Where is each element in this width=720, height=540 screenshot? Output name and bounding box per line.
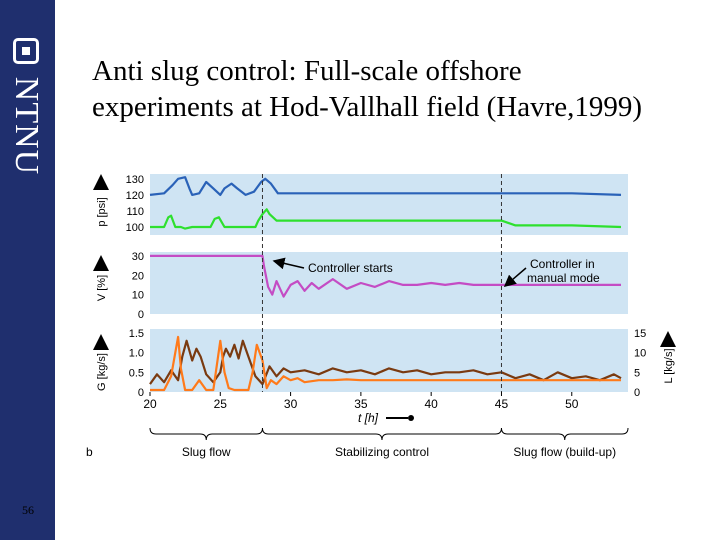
y-tick-pressure-0: 130 [126,174,144,186]
y-tick-right-flows-0: 15 [634,328,646,340]
title-line-2: experiments at Hod-Vallhall field (Havre… [92,91,643,123]
x-tick-6: 50 [565,397,579,411]
ntnu-logo-icon [13,38,39,64]
annotation-controller-starts-arrow-icon [272,257,305,270]
annotation-manual-mode-line1: Controller in [530,257,595,271]
series-valve-0 [150,254,621,298]
x-tick-5: 45 [495,397,509,411]
series-pressure-0 [149,176,622,196]
y-tick-valve-3: 0 [138,309,144,321]
y-tick-pressure-3: 100 [126,222,144,234]
phase-label-1: Stabilizing control [335,445,429,459]
y-tick-pressure-2: 110 [126,206,144,218]
y-tick-pressure-1: 120 [126,190,144,202]
brand-sidebar: NTNU [0,0,55,540]
y-tick-flows-2: 0.5 [129,367,144,379]
panel-bg-flows [150,329,628,392]
y-tick-valve-2: 10 [132,290,144,302]
y-tick-flows-0: 1.5 [129,328,144,340]
y-tick-valve-1: 20 [132,270,144,282]
ylabel-liquid: L [kg/s] [663,348,675,383]
x-tick-2: 30 [284,397,298,411]
y-tick-flows-1: 1.0 [129,348,144,360]
y-tick-right-flows-3: 0 [634,387,640,399]
xlabel-text: t [h] [358,411,379,425]
panel-bg-valve [150,252,628,314]
ylabel-gas-text: G [kg/s] [96,353,108,391]
y-tick-flows-3: 0 [138,387,144,399]
slide-number: 56 [22,503,34,517]
panel-label-b: b [86,445,93,459]
y-tick-right-flows-1: 10 [634,348,646,360]
ylabel-valve: V [%] [96,275,108,301]
annotation-manual-mode-line2: manual mode [527,271,600,285]
phase-brace-0 [149,427,263,441]
annotation-manual-mode-arrow-icon [503,267,527,287]
ylabel-gas: G [kg/s] [96,353,108,391]
series-flows-0 [149,339,622,386]
x-tick-1: 25 [214,397,228,411]
x-tick-3: 35 [354,397,368,411]
ylabel-pressure: p [psi] [96,197,108,226]
phase-label-0: Slug flow [182,445,231,459]
x-tick-4: 40 [424,397,438,411]
phase-brace-1 [261,427,502,441]
phase-brace-2 [500,427,629,441]
annotation-controller-starts: Controller starts [308,261,393,275]
phase-label-2: Slug flow (build-up) [513,445,616,459]
series-flows-1 [150,335,621,392]
ylabel-liquid-text: L [kg/s] [663,348,675,383]
ylabel-pressure-text: p [psi] [96,197,108,226]
title-line-1: Anti slug control: Full-scale offshore [92,55,522,87]
y-tick-valve-0: 30 [132,251,144,263]
xlabel-arrow-dot-icon [408,415,414,421]
ylabel-valve-text: V [%] [96,275,108,301]
series-pressure-1 [150,208,622,230]
x-tick-0: 20 [143,397,157,411]
y-tick-right-flows-2: 5 [634,367,640,379]
slide-title: Anti slug control: Full-scale offshore e… [92,53,712,125]
